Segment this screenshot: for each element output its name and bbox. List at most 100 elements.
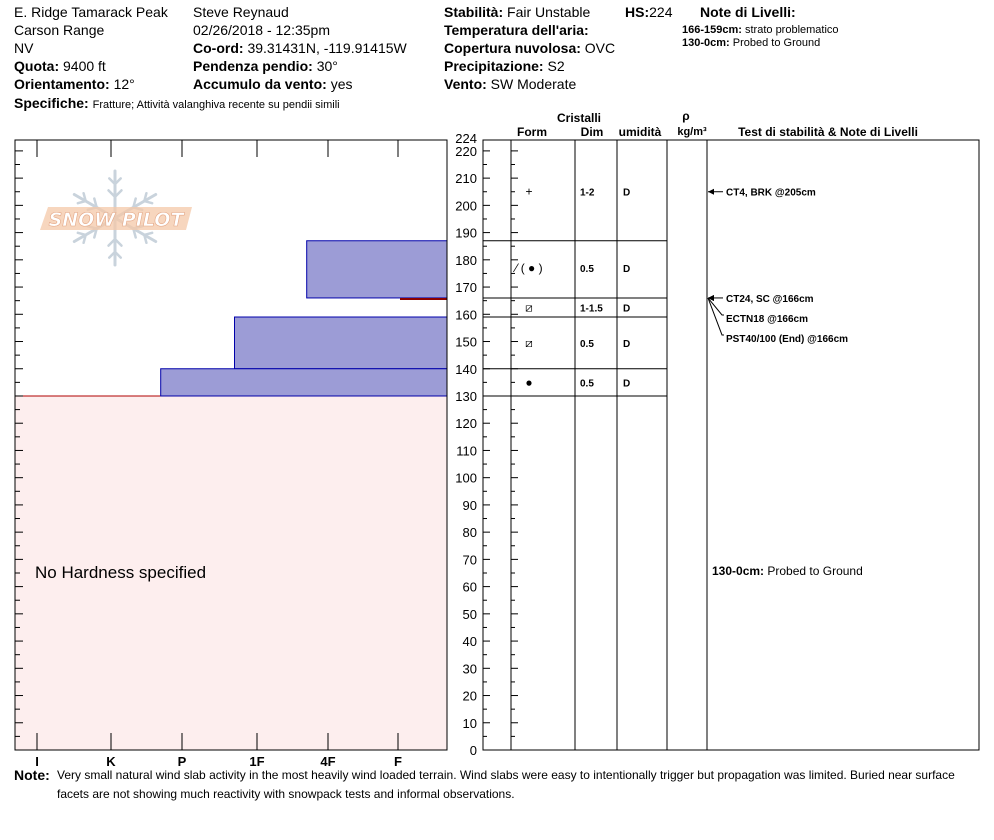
date-time: 02/26/2018 - 12:35pm bbox=[193, 22, 330, 38]
logo-text: SNOW PILOT bbox=[49, 209, 186, 231]
specifics-label: Specifiche: bbox=[14, 95, 89, 111]
hs-label: HS: bbox=[625, 4, 650, 20]
precipitation: Precipitazione: S2 bbox=[444, 58, 565, 74]
specifics: Specifiche: Fratture; Attività valanghiv… bbox=[14, 95, 340, 113]
slope-angle: Pendenza pendio: 30° bbox=[193, 58, 338, 74]
layer-notes-title: Note di Livelli: bbox=[700, 4, 796, 20]
hardness-label-F: F bbox=[394, 754, 402, 769]
depth-label-160: 160 bbox=[455, 307, 477, 322]
air-temp-label: Temperatura dell'aria: bbox=[444, 22, 589, 38]
snowflake-branch bbox=[82, 191, 87, 203]
depth-label-60: 60 bbox=[463, 580, 477, 595]
layer-1-moisture: D bbox=[623, 188, 630, 199]
hardness-label-1F: 1F bbox=[249, 754, 264, 769]
aspect: Orientamento: 12° bbox=[14, 76, 135, 92]
snowflake-branch bbox=[108, 177, 117, 186]
snowflake-branch bbox=[132, 227, 137, 239]
hardness-label-P: P bbox=[178, 754, 187, 769]
snowflake-branch bbox=[76, 199, 87, 205]
note-line-2: facets are not showing much reactivity w… bbox=[57, 787, 515, 801]
snow-height: HS:224 bbox=[625, 4, 672, 20]
slope-label: Pendenza pendio: bbox=[193, 58, 313, 74]
test-label: ECTN18 @166cm bbox=[726, 314, 808, 325]
depth-label-180: 180 bbox=[455, 253, 477, 268]
specifics-value: Fratture; Attività valanghiva recente su… bbox=[92, 99, 340, 111]
layer-note-2-range: 130-0cm: bbox=[682, 37, 730, 49]
layer-3-size: 1-1.5 bbox=[580, 303, 603, 314]
state: NV bbox=[14, 40, 34, 56]
note-line-1: Very small natural wind slab activity in… bbox=[57, 768, 955, 782]
wind-loading-value: yes bbox=[330, 76, 353, 92]
precip-label: Precipitazione: bbox=[444, 58, 544, 74]
depth-label-10: 10 bbox=[463, 716, 477, 731]
layer-comment-range: 130-0cm: bbox=[712, 564, 767, 578]
layer-note-2-text: Probed to Ground bbox=[732, 37, 821, 49]
layer-5-moisture: D bbox=[623, 378, 630, 389]
precip-value: S2 bbox=[547, 58, 565, 74]
logo-banner bbox=[40, 207, 192, 230]
depth-label-210: 210 bbox=[455, 171, 477, 186]
dim-header: Dim bbox=[581, 125, 604, 139]
wind-loading-label: Accumulo da vento: bbox=[193, 76, 327, 92]
layer-1-size: 1-2 bbox=[580, 188, 595, 199]
moisture-header: umidità bbox=[619, 125, 662, 139]
snowflake-branch bbox=[108, 250, 117, 259]
test-leader bbox=[707, 297, 724, 316]
layer-2-moisture: D bbox=[623, 264, 630, 275]
cloud-label: Copertura nuvolosa: bbox=[444, 40, 581, 56]
depth-label-top: 224 bbox=[455, 131, 477, 146]
depth-label-140: 140 bbox=[455, 362, 477, 377]
depth-label-170: 170 bbox=[455, 280, 477, 295]
hardness-bar-5 bbox=[160, 368, 448, 397]
depth-label-150: 150 bbox=[455, 335, 477, 350]
layer-comment-text: Probed to Ground bbox=[767, 564, 862, 578]
stability-value: Fair Unstable bbox=[507, 4, 591, 20]
wind-value: SW Moderate bbox=[490, 76, 577, 92]
elevation-label: Quota: bbox=[14, 58, 60, 74]
snowpilot-logo: SNOW PILOT bbox=[40, 169, 192, 267]
form-header: Form bbox=[517, 125, 547, 139]
layer-4-form: ⧄ bbox=[525, 336, 533, 350]
snowflake-branch bbox=[107, 189, 117, 199]
density-unit-header: kg/m³ bbox=[677, 126, 707, 138]
stability-label: Stabilità: bbox=[444, 4, 504, 20]
hardness-bar-2 bbox=[306, 240, 448, 299]
snowflake-branch bbox=[143, 233, 148, 245]
layer-comment-1: 130-0cm: Probed to Ground bbox=[712, 564, 863, 578]
snowflake-branch bbox=[132, 197, 137, 209]
depth-label-0: 0 bbox=[470, 743, 477, 758]
depth-label-30: 30 bbox=[463, 661, 477, 676]
note-label: Note: bbox=[14, 767, 50, 783]
slope-value: 30° bbox=[316, 58, 338, 74]
column-headers: Cristalli Form Dim umidità ρ kg/m³ Test … bbox=[517, 109, 918, 139]
layer-2-form: ⁄ ( ● ) bbox=[512, 261, 542, 275]
depth-label-90: 90 bbox=[463, 498, 477, 513]
hardness-label-4F: 4F bbox=[320, 754, 335, 769]
snowflake-branch bbox=[113, 189, 123, 199]
hs-value: 224 bbox=[649, 4, 673, 20]
rho-header: ρ bbox=[682, 109, 689, 123]
snowflake-branch bbox=[113, 250, 122, 259]
depth-label-130: 130 bbox=[455, 389, 477, 404]
layer-4-size: 0.5 bbox=[580, 339, 594, 350]
depth-label-200: 200 bbox=[455, 198, 477, 213]
hardness-plot-frame bbox=[14, 139, 448, 751]
elevation: Quota: 9400 ft bbox=[14, 58, 106, 74]
crystals-header: Cristalli bbox=[557, 111, 601, 125]
depth-label-190: 190 bbox=[455, 226, 477, 241]
snowflake-branch bbox=[93, 197, 98, 209]
air-temperature: Temperatura dell'aria: bbox=[444, 22, 589, 38]
snowflake-branch bbox=[143, 231, 154, 237]
tests-header: Test di stabilità & Note di Livelli bbox=[738, 125, 918, 139]
layer-note-1-range: 166-159cm: bbox=[682, 24, 742, 36]
layer-2-size: 0.5 bbox=[580, 264, 594, 275]
snowflake-branch bbox=[82, 233, 87, 245]
snowflake-branch bbox=[113, 237, 123, 247]
snowflake-branch bbox=[113, 177, 122, 186]
depth-label-80: 80 bbox=[463, 525, 477, 540]
test-arrow-head bbox=[708, 188, 714, 195]
wind: Vento: SW Moderate bbox=[444, 76, 576, 92]
layer-5-size: 0.5 bbox=[580, 378, 594, 389]
snowflake-branch bbox=[143, 199, 154, 205]
coord-label: Co-ord: bbox=[193, 40, 244, 56]
